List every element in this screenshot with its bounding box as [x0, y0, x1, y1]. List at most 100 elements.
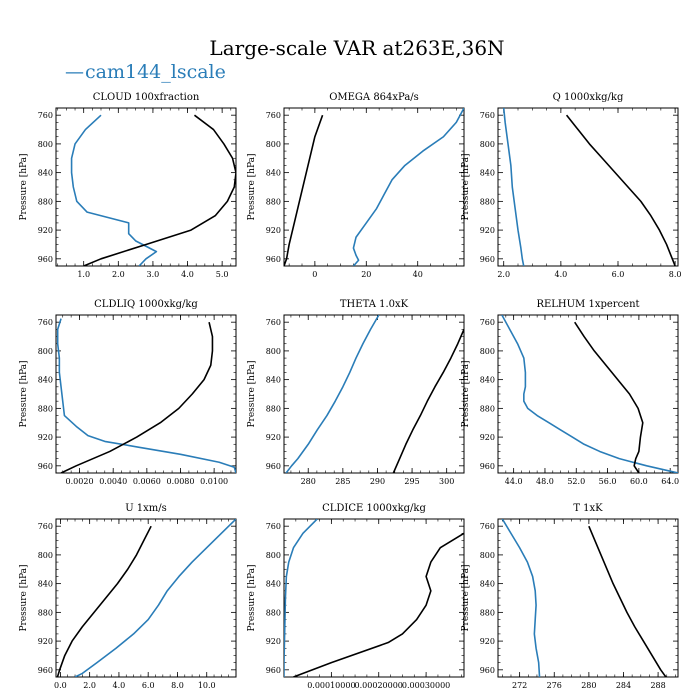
cloud-x-tick-label: 4.0	[181, 270, 194, 279]
cldliq-y-tick-label: 760	[38, 318, 53, 327]
cldliq-x-tick-label: 0.0100	[200, 477, 228, 486]
cldice-y-tick-label: 760	[266, 522, 281, 531]
u-x-tick-label: 2.0	[83, 681, 96, 690]
omega-y-tick-label: 920	[266, 226, 281, 235]
cldliq-x-tick-label: 0.0080	[166, 477, 194, 486]
t-x-tick-label: 272	[512, 681, 527, 690]
panel-grid: CLOUD 100xfraction Pressure [hPa] 760 800 84…	[19, 92, 682, 690]
cloud-x-tick-label: 3.0	[147, 270, 160, 279]
omega-model-line	[352, 108, 464, 266]
omega-y-tick-label: 800	[266, 140, 281, 149]
q-y-tick-label: 760	[480, 111, 495, 120]
u-model-line	[74, 519, 236, 677]
cldliq-x-tick-label: 0.0060	[133, 477, 161, 486]
u-x-tick-label: 6.0	[142, 681, 155, 690]
t-x-tick-label: 284	[616, 681, 631, 690]
u-y-tick-label: 880	[38, 608, 53, 617]
theta-x-tick-label: 285	[335, 477, 350, 486]
theta-panel: THETA 1.0xK Pressure [hPa] 760 800 840 880 920…	[247, 299, 465, 486]
legend: — cam144_lscale	[65, 61, 226, 83]
cldice-x-tick-label: 0.00030000	[402, 681, 450, 690]
q-x-tick-label: 2.0	[497, 270, 510, 279]
q-x-tick-label: 8.0	[669, 270, 682, 279]
theta-y-tick-label: 880	[266, 404, 281, 413]
relhum-y-tick-label: 840	[480, 376, 495, 385]
figure-title: Large-scale VAR at263E,36N	[209, 36, 504, 60]
theta-x-tick-label: 295	[404, 477, 419, 486]
relhum-panel: RELHUM 1xpercent Pressure [hPa] 760 800 840 8…	[461, 299, 679, 486]
relhum-reference-line	[574, 321, 644, 473]
cldliq-y-tick-label: 880	[38, 404, 53, 413]
cloud-x-tick-label: 2.0	[112, 270, 125, 279]
cldice-reference-line	[293, 532, 464, 677]
cldliq-model-line	[56, 318, 236, 473]
relhum-y-tick-label: 800	[480, 347, 495, 356]
cldliq-x-tick-label: 0.0040	[99, 477, 127, 486]
theta-y-tick-label: 760	[266, 318, 281, 327]
omega-panel-title: OMEGA 864xPa/s	[329, 92, 419, 103]
u-y-tick-label: 760	[38, 522, 53, 531]
relhum-plot-frame	[497, 314, 679, 474]
cldliq-plot-frame	[55, 314, 237, 474]
theta-x-tick-label: 300	[439, 477, 454, 486]
t-x-tick-label: 280	[581, 681, 596, 690]
u-y-tick-label: 800	[38, 551, 53, 560]
legend-marker: —	[65, 61, 84, 83]
cldice-y-tick-label: 920	[266, 637, 281, 646]
u-x-tick-label: 10.0	[198, 681, 216, 690]
cldice-y-tick-label: 840	[266, 580, 281, 589]
theta-y-tick-label: 960	[266, 462, 281, 471]
t-y-tick-label: 880	[480, 608, 495, 617]
relhum-panel-title: RELHUM 1xpercent	[536, 299, 639, 310]
t-reference-line	[588, 525, 667, 677]
q-x-tick-label: 6.0	[612, 270, 625, 279]
q-y-tick-label: 880	[480, 197, 495, 206]
omega-y-tick-label: 760	[266, 111, 281, 120]
theta-y-axis-label: Pressure [hPa]	[247, 360, 257, 427]
cloud-model-line	[70, 114, 158, 266]
cldliq-panel: CLDLIQ 1000xkg/kg Pressure [hPa] 760 800 840…	[19, 299, 237, 486]
t-y-tick-label: 840	[480, 580, 495, 589]
cldliq-reference-line	[60, 321, 214, 473]
cldliq-panel-title: CLDLIQ 1000xkg/kg	[94, 299, 198, 310]
cloud-x-tick-label: 1.0	[77, 270, 90, 279]
t-x-tick-label: 276	[547, 681, 562, 690]
relhum-y-tick-label: 920	[480, 433, 495, 442]
relhum-model-line	[501, 315, 678, 473]
cldliq-y-tick-label: 920	[38, 433, 53, 442]
relhum-x-tick-label: 44.0	[505, 477, 523, 486]
theta-x-tick-label: 280	[301, 477, 316, 486]
cldliq-y-tick-label: 800	[38, 347, 53, 356]
cldice-y-tick-label: 880	[266, 608, 281, 617]
q-plot-frame	[497, 107, 679, 267]
legend-label: cam144_lscale	[85, 61, 226, 83]
q-x-tick-label: 4.0	[554, 270, 567, 279]
omega-panel: OMEGA 864xPa/s Pressure [hPa] 760 800 840 880…	[247, 92, 465, 279]
t-y-axis-label: Pressure [hPa]	[461, 564, 471, 631]
omega-x-tick-label: 0	[312, 270, 317, 279]
theta-y-tick-label: 920	[266, 433, 281, 442]
cldice-y-axis-label: Pressure [hPa]	[247, 564, 257, 631]
cloud-y-tick-label: 800	[38, 140, 53, 149]
relhum-y-tick-label: 880	[480, 404, 495, 413]
u-y-axis-label: Pressure [hPa]	[19, 564, 29, 631]
cldice-plot-frame	[283, 518, 465, 678]
q-y-tick-label: 840	[480, 169, 495, 178]
t-y-tick-label: 920	[480, 637, 495, 646]
t-panel: T 1xK Pressure [hPa] 760 800 840 880 920 960 272…	[461, 503, 679, 690]
cldice-y-tick-label: 800	[266, 551, 281, 560]
omega-y-tick-label: 960	[266, 255, 281, 264]
u-y-tick-label: 960	[38, 666, 53, 675]
theta-model-line	[285, 315, 380, 473]
u-x-tick-label: 0.0	[54, 681, 67, 690]
q-y-axis-label: Pressure [hPa]	[461, 153, 471, 220]
relhum-y-tick-label: 760	[480, 318, 495, 327]
theta-panel-title: THETA 1.0xK	[340, 299, 409, 310]
omega-x-tick-label: 20	[361, 270, 371, 279]
u-reference-line	[56, 525, 152, 677]
omega-y-tick-label: 840	[266, 169, 281, 178]
t-y-tick-label: 960	[480, 666, 495, 675]
cloud-y-tick-label: 920	[38, 226, 53, 235]
omega-plot-frame	[283, 107, 465, 267]
cloud-y-tick-label: 960	[38, 255, 53, 264]
